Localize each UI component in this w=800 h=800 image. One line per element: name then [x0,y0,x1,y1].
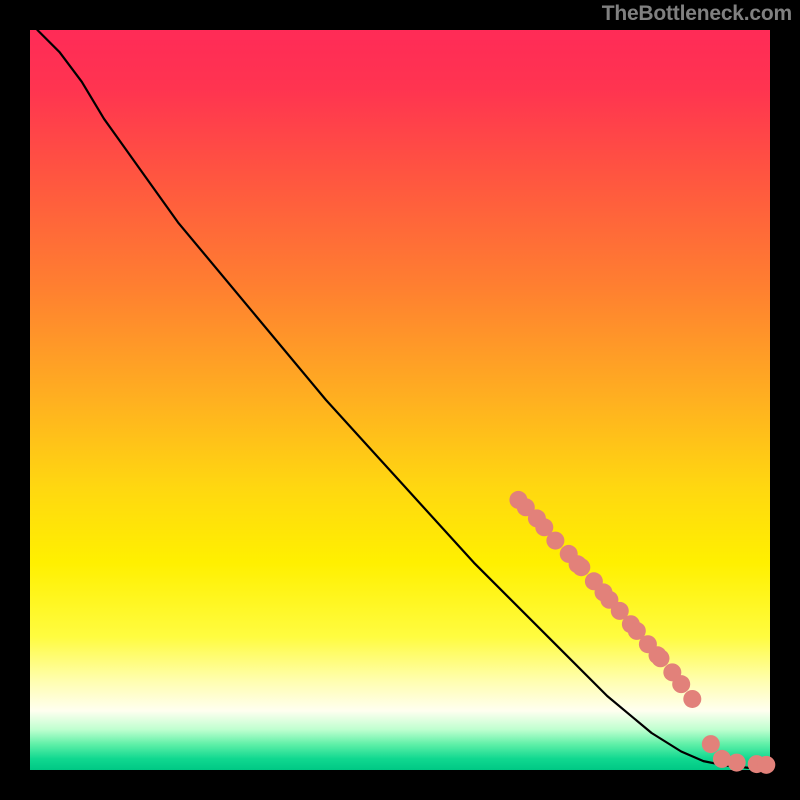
chart-stage: TheBottleneck.com [0,0,800,800]
marker-dot [672,675,690,693]
marker-dot [572,558,590,576]
marker-dot [683,690,701,708]
marker-dot [546,532,564,550]
marker-dot [728,754,746,772]
marker-dot [757,756,775,774]
marker-dot [702,735,720,753]
marker-dot [651,649,669,667]
chart-svg [0,0,800,800]
watermark-text: TheBottleneck.com [602,2,792,26]
